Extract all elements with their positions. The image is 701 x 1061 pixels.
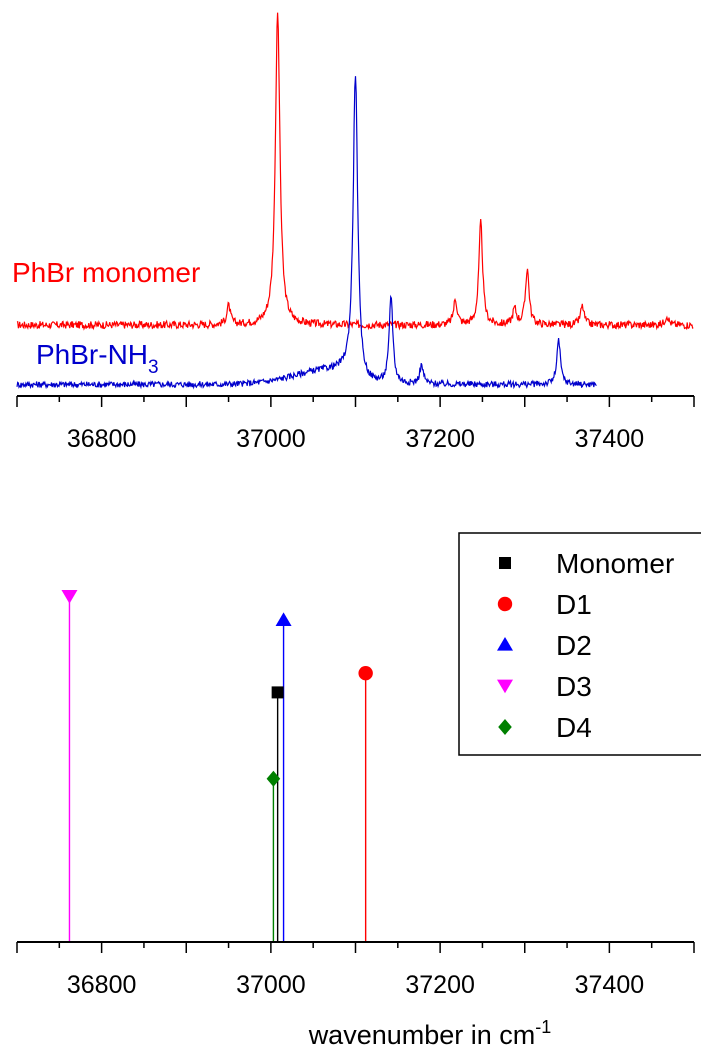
series-line-phbr-monomer — [16, 12, 694, 331]
legend-label-d4: D4 — [556, 712, 592, 743]
legend-label-d3: D3 — [556, 671, 592, 702]
stem-panel: 36800 37000 37200 37400 Monomer D1 D2 D3 D4 wav… — [16, 532, 701, 1050]
x-axis-label-superscript: -1 — [535, 1017, 551, 1037]
marker-monomer — [271, 686, 284, 699]
bottom-tick-label-37000: 37000 — [236, 971, 306, 999]
stem-series-group — [61, 590, 373, 942]
top-tick-label-37200: 37200 — [405, 425, 475, 453]
top-tick-label-36800: 36800 — [67, 425, 137, 453]
spectrum-series-group — [16, 12, 694, 390]
legend-item-d2: D2 — [497, 630, 592, 661]
legend-marker-d2 — [497, 637, 513, 651]
legend-label-d1: D1 — [556, 589, 592, 620]
series-line-phbr-nh3 — [16, 76, 597, 390]
marker-d4 — [266, 770, 281, 787]
top-tick-label-37400: 37400 — [575, 425, 645, 453]
bottom-tick-label-36800: 36800 — [67, 971, 137, 999]
legend-label-d2: D2 — [556, 630, 592, 661]
legend-item-monomer: Monomer — [499, 548, 674, 579]
legend-item-d1: D1 — [497, 589, 592, 620]
series-label-phbr-monomer: PhBr monomer — [12, 257, 200, 288]
legend: Monomer D1 D2 D3 D4 — [458, 532, 701, 756]
marker-d2 — [275, 612, 292, 626]
legend-item-d4: D4 — [498, 712, 592, 743]
marker-d3 — [61, 590, 78, 604]
x-axis-ticks-bottom: 36800 37000 37200 37400 — [16, 942, 695, 999]
legend-marker-d4 — [498, 719, 512, 735]
x-axis-label: wavenumber in cm-1 — [308, 1017, 552, 1050]
legend-item-d3: D3 — [497, 671, 592, 702]
spectrum-panel: PhBr monomer PhBr-NH3 36800 37000 37200 374… — [12, 12, 695, 453]
x-axis-ticks-top: 36800 37000 37200 37400 — [16, 396, 695, 453]
legend-items: Monomer D1 D2 D3 D4 — [497, 548, 674, 743]
x-axis-label-main: wavenumber in cm — [308, 1020, 536, 1050]
legend-label-monomer: Monomer — [556, 548, 674, 579]
legend-marker-monomer — [499, 557, 511, 569]
bottom-tick-label-37400: 37400 — [575, 971, 645, 999]
top-tick-label-37000: 37000 — [236, 425, 306, 453]
spectrum-series-labels: PhBr monomer PhBr-NH3 — [12, 257, 200, 378]
series-label-main: PhBr-NH — [36, 339, 148, 370]
legend-marker-d3 — [497, 679, 513, 694]
bottom-tick-label-37200: 37200 — [405, 971, 475, 999]
series-label-subscript: 3 — [148, 357, 159, 378]
marker-d1 — [358, 666, 373, 681]
series-label-phbr-nh3: PhBr-NH3 — [36, 339, 159, 378]
legend-marker-d1 — [497, 596, 513, 612]
legend-box — [458, 532, 701, 756]
